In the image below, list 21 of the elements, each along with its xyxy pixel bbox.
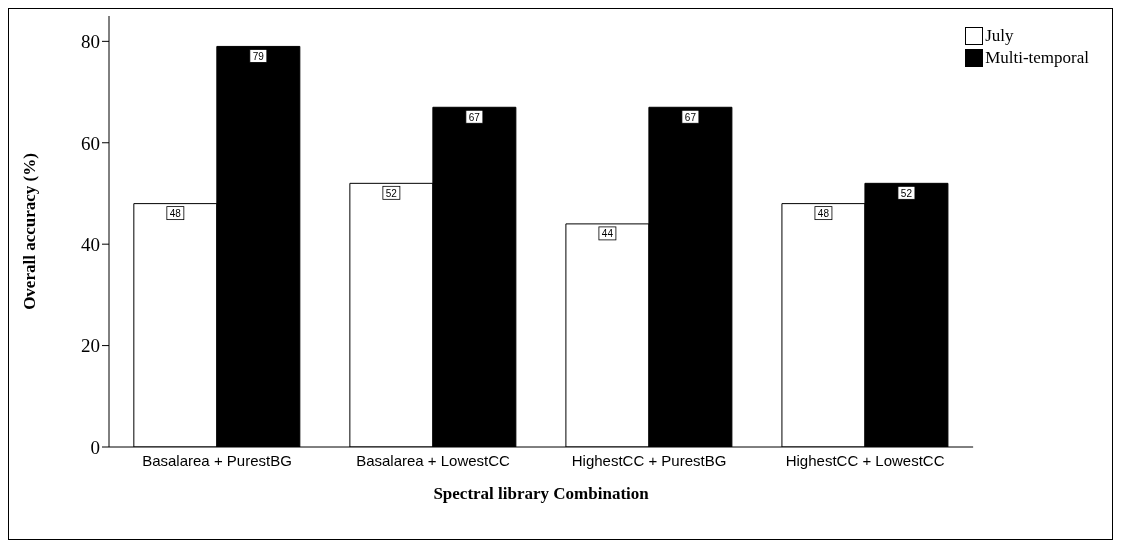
- x-tick-label: HighestCC + PurestBG: [571, 451, 727, 469]
- y-tick-label: 40: [81, 233, 100, 255]
- legend-label: Multi-temporal: [985, 47, 1089, 69]
- data-label: 48: [169, 208, 182, 220]
- legend-label: July: [985, 25, 1014, 47]
- x-tick-label: Basalarea + PurestBG: [142, 451, 292, 469]
- x-tick-label: HighestCC + LowestCC: [785, 451, 945, 469]
- y-axis-title: Overall accuracy (%): [20, 153, 40, 310]
- data-label: 67: [468, 111, 481, 123]
- data-label: 52: [900, 187, 913, 199]
- data-label: 67: [684, 111, 697, 123]
- data-label: 79: [252, 50, 265, 62]
- y-tick-label: 0: [90, 436, 100, 458]
- x-axis-title: Spectral library Combination: [433, 484, 650, 503]
- data-label: 48: [817, 208, 830, 220]
- data-label: 44: [601, 228, 614, 240]
- y-tick-label: 20: [81, 335, 100, 357]
- data-label: 52: [385, 187, 398, 199]
- x-tick-label: Basalarea + LowestCC: [356, 451, 511, 469]
- y-tick-label: 60: [81, 132, 100, 154]
- y-tick-label: 80: [81, 31, 100, 53]
